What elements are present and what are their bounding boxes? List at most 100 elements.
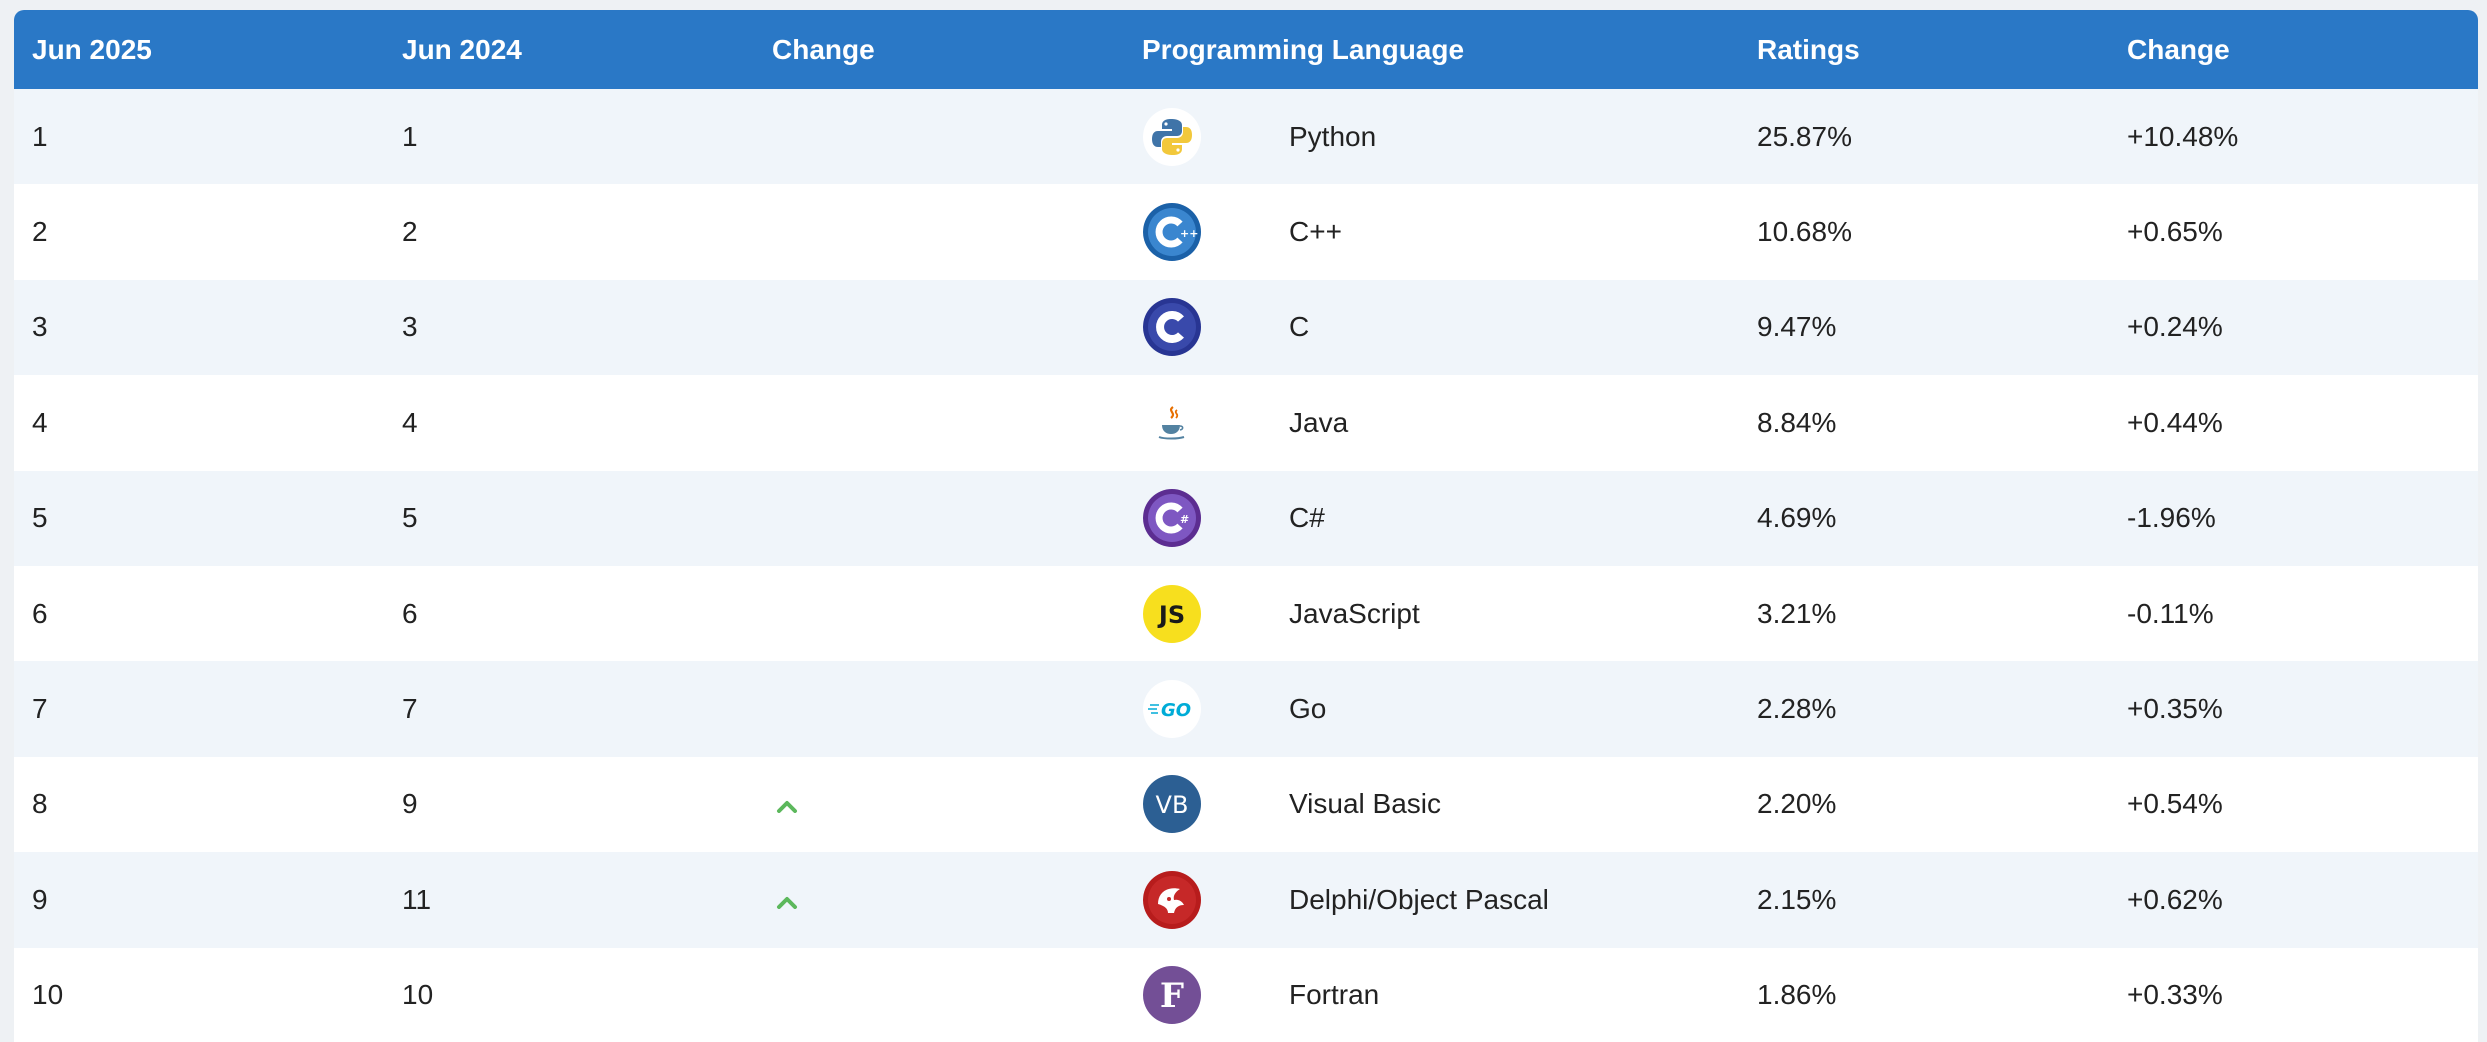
rating-change: +0.65%	[2127, 216, 2223, 248]
rating-value: 10.68%	[1757, 216, 1852, 248]
table-row: 9 11 Delphi/Object Pascal 2.15% +0.62%	[14, 852, 2478, 948]
rank-change	[754, 471, 1124, 566]
rank-change	[754, 852, 1124, 947]
rank-change	[754, 948, 1124, 1042]
svg-text:F: F	[1160, 976, 1184, 1016]
arrow-up-icon	[776, 895, 798, 909]
language-name: Visual Basic	[1289, 788, 1442, 820]
language-name: C#	[1289, 502, 1325, 534]
svg-text:#: #	[1180, 513, 1189, 526]
rank-2025: 4	[32, 406, 48, 438]
rating-value: 8.84%	[1757, 406, 1837, 438]
table-body: 1 1 Python 25.87% +10.48% 2 2 ++ C++ 10.68% +0.65%…	[14, 89, 2478, 1042]
rating-value: 3.21%	[1757, 597, 1837, 629]
table-header-row: Jun 2025 Jun 2024 Change Programming Lan…	[14, 10, 2478, 89]
header-rating-change[interactable]: Change	[2127, 33, 2230, 65]
language-cell: JS JavaScript	[1124, 566, 1739, 661]
rank-2025: 7	[32, 693, 48, 725]
rank-change	[754, 89, 1124, 184]
rating-change: +10.48%	[2127, 120, 2239, 152]
svg-text:++: ++	[1180, 227, 1198, 240]
csharp-icon: #	[1142, 488, 1202, 548]
svg-text:JS: JS	[1157, 601, 1185, 629]
rank-2024: 10	[402, 979, 434, 1011]
rank-change	[754, 280, 1124, 375]
language-cell: # C#	[1124, 471, 1739, 566]
rank-2024: 7	[402, 693, 418, 725]
delphi-icon	[1142, 870, 1202, 930]
rating-change: +0.33%	[2127, 979, 2223, 1011]
rank-change	[754, 184, 1124, 279]
rank-2024: 3	[402, 311, 418, 343]
cplusplus-icon: ++	[1142, 202, 1202, 262]
rank-2025: 8	[32, 788, 48, 820]
header-jun-2025[interactable]: Jun 2025	[32, 33, 152, 65]
rating-value: 4.69%	[1757, 502, 1837, 534]
header-change[interactable]: Change	[772, 33, 875, 65]
table-row: 6 6 JS JavaScript 3.21% -0.11%	[14, 565, 2478, 662]
table-row: 10 10 F Fortran 1.86% +0.33%	[14, 947, 2478, 1042]
language-cell: VB Visual Basic	[1124, 757, 1739, 852]
rating-value: 2.20%	[1757, 788, 1837, 820]
rank-change	[754, 661, 1124, 756]
rank-2025: 1	[32, 120, 48, 152]
rank-2025: 5	[32, 502, 48, 534]
fortran-icon: F	[1142, 965, 1202, 1025]
svg-text:VB: VB	[1156, 791, 1189, 819]
table-row: 4 4 Java 8.84% +0.44%	[14, 375, 2478, 471]
table-row: 3 3 C 9.47% +0.24%	[14, 279, 2478, 376]
language-name: Go	[1289, 693, 1327, 725]
table-row: 8 9 VB Visual Basic 2.20% +0.54%	[14, 756, 2478, 853]
table-row: 7 7 GO Go 2.28% +0.35%	[14, 661, 2478, 757]
language-name: Delphi/Object Pascal	[1289, 883, 1549, 915]
rating-value: 2.15%	[1757, 883, 1837, 915]
language-name: Java	[1289, 406, 1349, 438]
language-name: C++	[1289, 216, 1342, 248]
rank-2024: 9	[402, 788, 418, 820]
rank-2024: 2	[402, 216, 418, 248]
rating-change: +0.62%	[2127, 883, 2223, 915]
rating-value: 25.87%	[1757, 120, 1852, 152]
ranking-table: Jun 2025 Jun 2024 Change Programming Lan…	[14, 10, 2478, 1042]
rank-2024: 4	[402, 406, 418, 438]
visual-basic-icon: VB	[1142, 774, 1202, 834]
header-programming-language[interactable]: Programming Language	[1142, 33, 1465, 65]
rank-2024: 1	[402, 120, 418, 152]
rating-change: -0.11%	[2127, 597, 2214, 629]
svg-text:GO: GO	[1161, 700, 1191, 721]
rank-change	[754, 757, 1124, 852]
rank-2025: 2	[32, 216, 48, 248]
language-cell: F Fortran	[1124, 948, 1739, 1042]
arrow-up-icon	[776, 799, 798, 814]
language-name: JavaScript	[1289, 597, 1420, 629]
c-icon	[1142, 297, 1202, 357]
language-name: C	[1289, 311, 1310, 343]
ranking-table-container: Jun 2025 Jun 2024 Change Programming Lan…	[14, 10, 2478, 1042]
rating-change: +0.54%	[2127, 788, 2223, 820]
go-icon: GO	[1142, 679, 1202, 739]
rating-change: -1.96%	[2127, 502, 2216, 534]
header-jun-2024[interactable]: Jun 2024	[402, 33, 522, 65]
table-row: 2 2 ++ C++ 10.68% +0.65%	[14, 184, 2478, 280]
header-ratings[interactable]: Ratings	[1757, 33, 1860, 65]
language-name: Python	[1289, 120, 1377, 152]
rank-2025: 3	[32, 311, 48, 343]
rank-change	[754, 566, 1124, 661]
table-row: 1 1 Python 25.87% +10.48%	[14, 89, 2478, 185]
rank-2024: 6	[402, 597, 418, 629]
language-cell: ++ C++	[1124, 184, 1739, 279]
rank-2025: 6	[32, 597, 48, 629]
rating-value: 9.47%	[1757, 311, 1837, 343]
rank-2025: 9	[32, 883, 48, 915]
rating-change: +0.35%	[2127, 693, 2223, 725]
java-icon	[1142, 393, 1202, 453]
language-cell: Python	[1124, 89, 1739, 184]
rank-change	[754, 375, 1124, 470]
javascript-icon: JS	[1142, 584, 1202, 644]
rank-2025: 10	[32, 979, 64, 1011]
rating-change: +0.24%	[2127, 311, 2223, 343]
rating-value: 2.28%	[1757, 693, 1837, 725]
rating-value: 1.86%	[1757, 979, 1837, 1011]
language-cell: Delphi/Object Pascal	[1124, 852, 1739, 947]
rank-2024: 5	[402, 502, 418, 534]
